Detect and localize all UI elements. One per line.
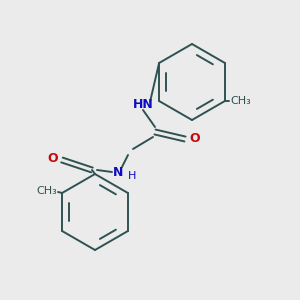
Text: O: O xyxy=(47,152,58,166)
Text: HN: HN xyxy=(133,98,153,110)
Text: N: N xyxy=(113,166,123,178)
Text: H: H xyxy=(128,171,136,181)
Text: CH₃: CH₃ xyxy=(230,96,251,106)
Text: CH₃: CH₃ xyxy=(36,186,57,196)
Text: O: O xyxy=(189,131,200,145)
